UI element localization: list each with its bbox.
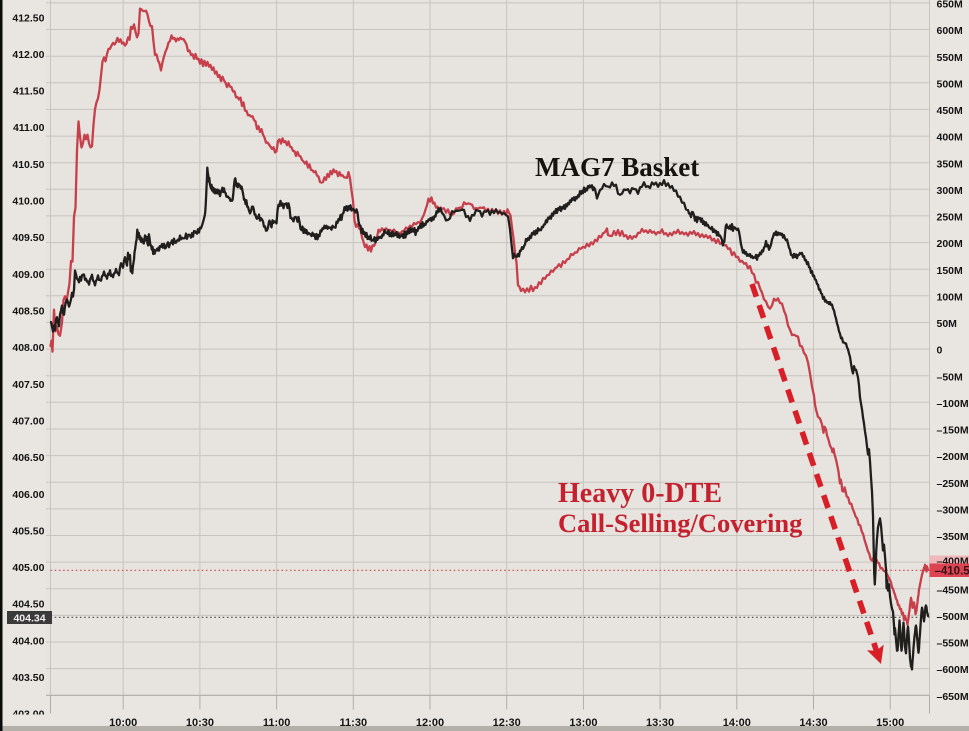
- svg-text:405.00: 405.00: [12, 562, 44, 574]
- svg-text:–650M: –650M: [937, 691, 969, 703]
- svg-text:600M: 600M: [937, 25, 964, 37]
- svg-text:407.00: 407.00: [12, 415, 44, 427]
- svg-text:409.50: 409.50: [12, 232, 44, 244]
- svg-text:404.34: 404.34: [13, 613, 45, 625]
- svg-text:404.00: 404.00: [12, 635, 44, 647]
- svg-text:410.00: 410.00: [12, 196, 44, 208]
- svg-text:–450M: –450M: [937, 584, 969, 596]
- svg-text:405.50: 405.50: [12, 525, 44, 537]
- svg-text:450M: 450M: [937, 105, 964, 117]
- svg-text:Call-Selling/Covering: Call-Selling/Covering: [558, 508, 802, 538]
- svg-text:–500M: –500M: [937, 611, 969, 623]
- svg-text:409.00: 409.00: [12, 269, 44, 281]
- svg-text:406.00: 406.00: [12, 489, 44, 501]
- svg-text:–50M: –50M: [937, 371, 964, 383]
- svg-text:300M: 300M: [937, 185, 964, 197]
- svg-text:404.50: 404.50: [12, 599, 44, 611]
- svg-text:411.00: 411.00: [13, 122, 45, 134]
- svg-text:–250M: –250M: [937, 478, 969, 490]
- svg-text:410.50: 410.50: [12, 159, 44, 171]
- svg-text:–150M: –150M: [937, 425, 969, 437]
- svg-text:50M: 50M: [937, 318, 958, 330]
- svg-text:Heavy 0-DTE: Heavy 0-DTE: [558, 478, 722, 509]
- svg-text:–300M: –300M: [937, 505, 969, 517]
- svg-text:200M: 200M: [937, 238, 964, 250]
- svg-text:–600M: –600M: [937, 664, 969, 676]
- svg-text:408.50: 408.50: [12, 306, 44, 318]
- svg-text:550M: 550M: [937, 52, 964, 64]
- svg-text:150M: 150M: [937, 265, 964, 277]
- svg-text:412.50: 412.50: [12, 12, 44, 24]
- svg-text:–100M: –100M: [937, 398, 969, 410]
- svg-text:–410.57: –410.57: [935, 566, 969, 578]
- svg-text:408.00: 408.00: [12, 342, 44, 354]
- svg-text:407.50: 407.50: [12, 379, 44, 391]
- svg-text:250M: 250M: [937, 212, 964, 224]
- svg-text:412.00: 412.00: [12, 49, 44, 61]
- svg-text:–350M: –350M: [937, 531, 969, 543]
- svg-text:–200M: –200M: [937, 451, 969, 463]
- svg-text:100M: 100M: [937, 291, 964, 303]
- svg-text:0: 0: [937, 345, 943, 357]
- svg-text:MAG7 Basket: MAG7 Basket: [535, 152, 699, 182]
- svg-text:400M: 400M: [937, 132, 964, 144]
- svg-text:650M: 650M: [937, 0, 964, 11]
- svg-text:411.50: 411.50: [13, 86, 45, 98]
- svg-text:350M: 350M: [937, 158, 964, 170]
- svg-text:406.50: 406.50: [12, 452, 44, 464]
- svg-text:403.50: 403.50: [12, 672, 44, 684]
- svg-text:500M: 500M: [937, 78, 964, 90]
- svg-text:–550M: –550M: [937, 638, 969, 650]
